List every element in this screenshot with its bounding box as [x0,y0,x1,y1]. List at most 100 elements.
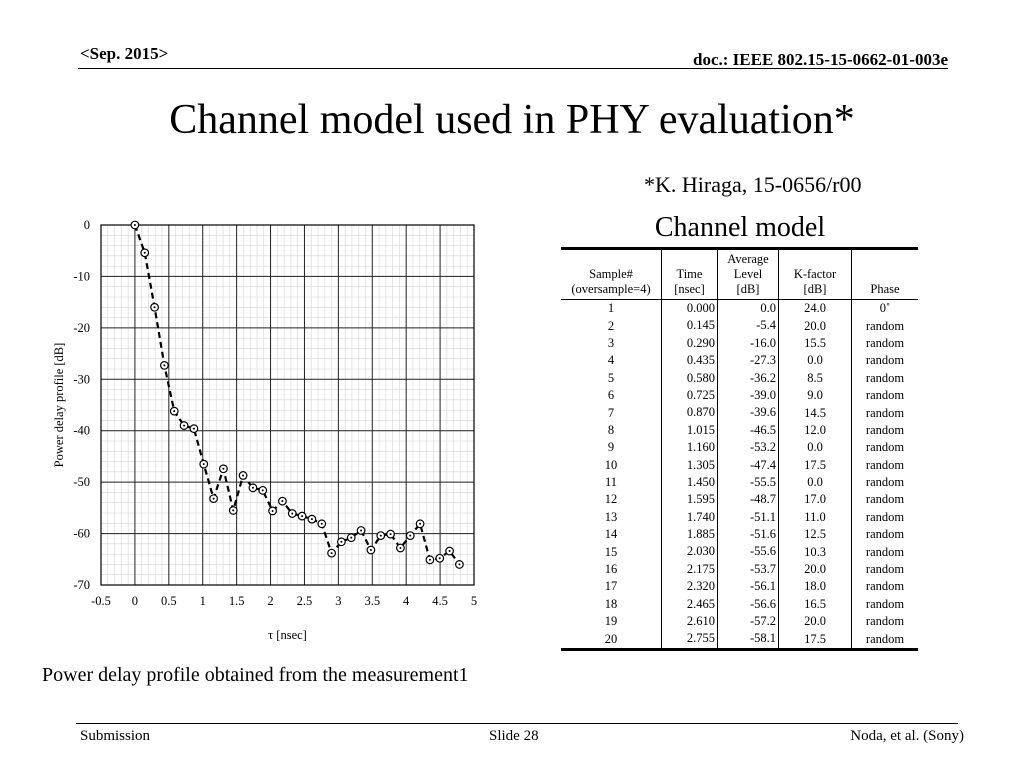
table-cell: -46.5 [717,421,779,440]
table-row: 4 0.435 -27.3 0.0 random [561,352,918,370]
table-row: 18 2.465 -56.6 16.5 random [561,595,918,614]
table-cell: 14 [561,526,662,544]
table-title: Channel model [654,212,826,243]
table-cell: random [865,388,905,403]
data-point-center [202,463,205,466]
table-cell: 12 [561,491,662,509]
channel-model-table: Sample# (oversample=4) Time [nsec] Average Le… [561,247,918,651]
table-cell: random [865,318,905,333]
power-delay-chart: -0.5 0 0.5 1 1.5 2 2.5 3 3.5 4 4.5 5 0 -10 -20 -30 -40 -5… [52,218,477,642]
table-cell: 16 [561,560,662,579]
table-row: 10 1.305 -47.4 17.5 random [561,456,918,474]
table-cell: 0.145 [661,317,718,335]
table-cell: 2.175 [661,560,718,579]
data-point-center [192,427,195,430]
data-point-center [271,509,274,512]
table-cell: random [865,475,905,490]
table-cell: 1.450 [661,473,718,492]
table-row: 7 0.870 -39.6 14.5 random [561,404,918,422]
data-point-center [350,536,353,539]
x-tick-label: 4.5 [432,594,448,608]
table-row: 8 1.015 -46.5 12.0 random [561,421,918,440]
table-cell: 7 [561,404,662,422]
data-point-center [251,486,254,489]
data-point-center [438,557,441,560]
data-point-center [428,558,431,561]
table-cell: random [865,457,905,472]
x-axis-label: τ [nsec] [268,628,307,642]
table-row: 12 1.595 -48.7 17.0 random [561,491,918,509]
data-point-center [399,546,402,549]
header-text: Average [727,252,769,266]
table-row: 3 0.290 -16.0 15.5 random [561,334,918,353]
data-point-center [340,540,343,543]
y-tick-label: -70 [73,578,90,592]
table-cell: 1 [561,299,662,318]
table-row: 14 1.885 -51.6 12.5 random [561,526,918,544]
table-cell: 2.030 [661,543,718,561]
header-text: Time [676,267,703,281]
y-tick-label: -20 [73,321,90,335]
table-row: 13 1.740 -51.1 11.0 random [561,508,918,527]
x-tick-label: 0.5 [161,594,177,608]
table-cell: random [865,509,905,524]
data-point-center [409,534,412,537]
footer-slide-number: Slide 28 [489,728,539,744]
x-tick-label: 0 [132,594,138,608]
table-cell: 17.5 [778,456,852,474]
table-cell: 11 [561,473,662,492]
y-tick-label: -10 [73,269,90,283]
data-point-center [458,563,461,566]
table-cell: 17.0 [778,491,852,509]
table-row: 16 2.175 -53.7 20.0 random [561,560,918,579]
table-cell: random [851,630,918,651]
series-line [133,224,461,566]
data-point-center [291,512,294,515]
table-cell: -39.6 [717,404,779,422]
table-cell: random [865,492,905,507]
table-header-3: K-factor [dB] [778,247,852,300]
table-cell: 15 [561,543,662,561]
x-tick-label: 1 [200,594,206,608]
x-tick-label: 2 [267,594,273,608]
table-cell: -48.7 [717,491,779,509]
table-cell: -55.5 [717,473,779,492]
table-cell: 24.0 [778,299,852,318]
table-cell: 1.885 [661,526,718,544]
table-cell: random [865,596,905,611]
table-row: 20 2.755 -58.1 17.5 random [561,630,918,651]
y-tick-label: 0 [84,218,90,232]
table-cell: random [865,579,905,594]
table-cell: -47.4 [717,456,779,474]
table-cell: 1.740 [661,508,718,527]
table-cell: random [865,335,905,350]
table-header-1: Time [nsec] [661,247,718,300]
table-cell: 2.465 [661,595,718,614]
data-point-center [330,552,333,555]
table-cell: random [865,544,905,559]
table-cell: 2 [561,317,662,335]
table-cell: 1.160 [661,439,718,457]
table-cell: -51.1 [717,508,779,527]
table-cell: 2.755 [661,630,718,651]
table-row: 9 1.160 -53.2 0.0 random [561,439,918,457]
x-tick-label: 2.5 [297,594,313,608]
table-cell: 1.595 [661,491,718,509]
table-cell: 19 [561,613,662,631]
table-cell: -58.1 [717,630,779,651]
table-cell: 15.5 [778,334,852,353]
table-cell: 9 [561,439,662,457]
header-text: [dB] [736,282,760,296]
table-cell: 18.0 [778,578,852,596]
table-cell: 2.320 [661,578,718,596]
table-row: 17 2.320 -56.1 18.0 random [561,578,918,596]
x-tick-label: -0.5 [91,594,111,608]
table-cell: -53.2 [717,439,779,457]
header-divider [78,68,948,69]
data-point-center [360,529,363,532]
table-cell: -39.0 [717,386,779,405]
data-point-center [389,533,392,536]
table-cell: 6 [561,386,662,405]
table-cell: random [865,614,905,629]
header-text: (oversample=4) [571,282,651,296]
